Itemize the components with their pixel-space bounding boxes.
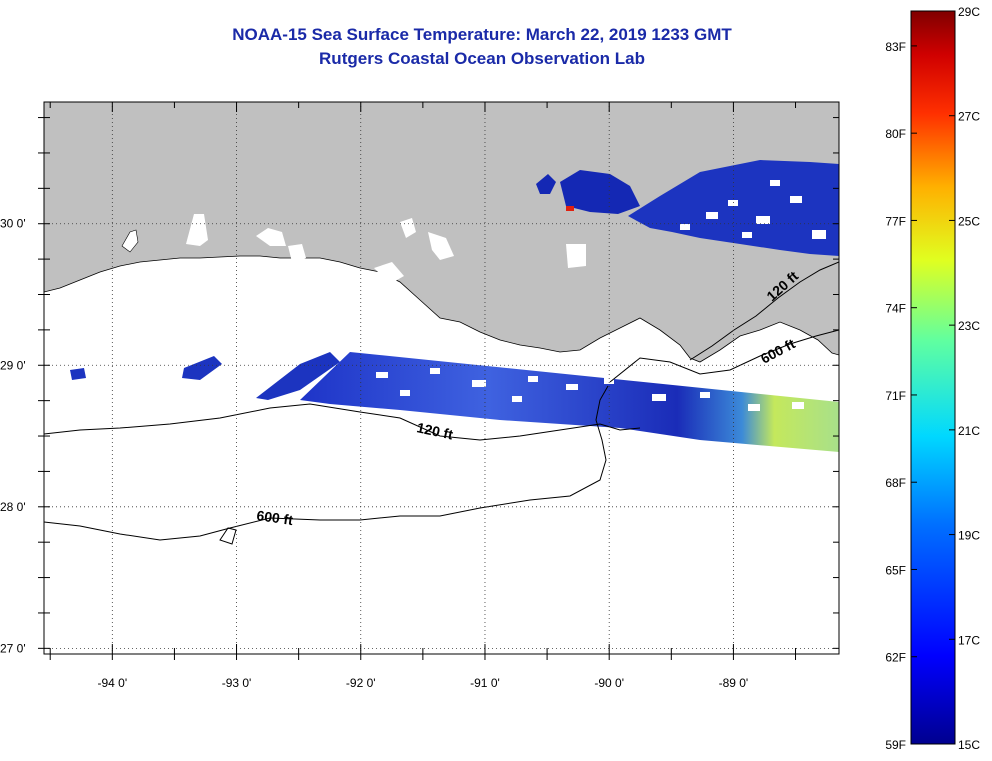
colorbar-f-label: 77F xyxy=(885,214,906,228)
lake xyxy=(374,262,404,284)
lake xyxy=(428,232,454,260)
colorbar-c-label: 23C xyxy=(958,319,980,333)
contour-shelf-blob xyxy=(219,527,237,545)
colorbar-c-label: 29C xyxy=(958,5,980,19)
lake xyxy=(400,218,416,238)
colorbar-f-label: 80F xyxy=(885,127,906,141)
contour-label-600ft-south: 600 ft xyxy=(256,507,295,528)
sst-patch-west-3 xyxy=(256,352,340,400)
colorbar-f-label: 68F xyxy=(885,476,906,490)
sst-patch-west-1 xyxy=(182,356,222,380)
contour-label-120ft-west: 120 ft xyxy=(415,419,454,442)
map-subtitle: Rutgers Coastal Ocean Observation Lab xyxy=(319,49,645,68)
sst-patch-small xyxy=(536,174,556,194)
contour-600ft-east xyxy=(609,329,839,383)
colorbar xyxy=(910,10,956,745)
sst-swath xyxy=(300,352,839,452)
colorbar-f-label: 74F xyxy=(885,302,906,316)
cloud-mask-east xyxy=(680,180,826,239)
lake xyxy=(121,229,139,253)
colorbar-c-label: 25C xyxy=(958,214,980,228)
colorbar-f-label: 62F xyxy=(885,651,906,665)
contour-120ft-west xyxy=(44,403,641,441)
colorbar-c-label: 17C xyxy=(958,633,980,647)
colorbar-c-label: 19C xyxy=(958,529,980,543)
contour-600ft-south xyxy=(44,385,609,541)
colorbar-f-label: 83F xyxy=(885,40,906,54)
lon-tick-label: -89 0' xyxy=(719,676,749,690)
lake xyxy=(288,244,306,262)
colorbar-c-label: 21C xyxy=(958,424,980,438)
lon-tick-label: -90 0' xyxy=(594,676,624,690)
sst-patch-lake xyxy=(560,170,640,214)
contour-120ft-east xyxy=(689,261,839,361)
colorbar-c-label: 15C xyxy=(958,738,980,752)
lat-tick-label: 29 0' xyxy=(0,358,26,372)
sst-warm-speck xyxy=(566,206,574,211)
lat-tick-label: 27 0' xyxy=(0,641,26,655)
lon-tick-label: -92 0' xyxy=(346,676,376,690)
map-frame xyxy=(43,101,840,655)
land-mass xyxy=(44,102,839,363)
sst-patch-west-2 xyxy=(70,368,86,380)
contour-label-600ft-east: 600 ft xyxy=(758,335,798,366)
lon-tick-label: -93 0' xyxy=(222,676,252,690)
lake xyxy=(256,228,286,246)
map-title: NOAA-15 Sea Surface Temperature: March 2… xyxy=(232,25,732,44)
lon-tick-label: -94 0' xyxy=(97,676,127,690)
lake xyxy=(186,214,208,246)
colorbar-f-label: 59F xyxy=(885,738,906,752)
colorbar-c-label: 27C xyxy=(958,110,980,124)
colorbar-f-label: 65F xyxy=(885,563,906,577)
lat-tick-label: 30 0' xyxy=(0,217,26,231)
lat-tick-label: 28 0' xyxy=(0,500,26,514)
sst-patch-east xyxy=(628,160,839,256)
colorbar-f-label: 71F xyxy=(885,389,906,403)
cloud-mask-swath xyxy=(376,368,804,411)
lake xyxy=(566,244,586,268)
lon-tick-label: -91 0' xyxy=(470,676,500,690)
